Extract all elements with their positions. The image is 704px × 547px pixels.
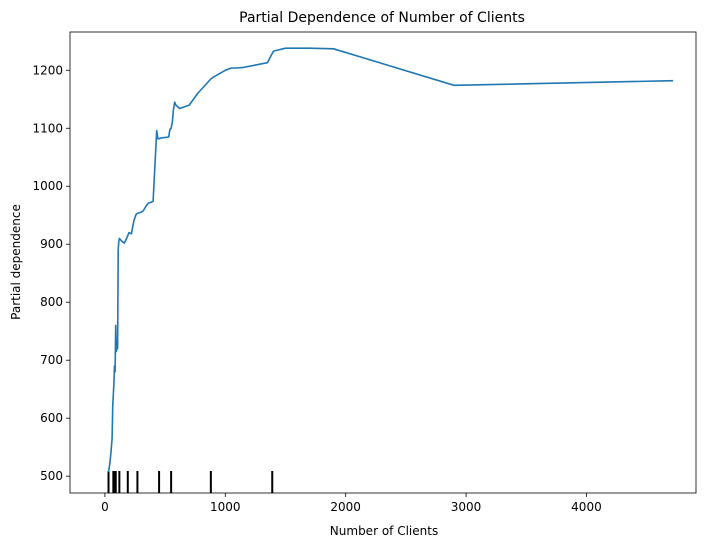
y-axis-label: Partial dependence	[9, 204, 23, 320]
x-axis: 0 1000 2000 3000 4000	[101, 493, 602, 514]
y-tick-label: 700	[40, 353, 63, 367]
y-tick-label: 600	[40, 411, 63, 425]
y-tick-label: 1200	[32, 63, 63, 77]
y-tick-label: 800	[40, 295, 63, 309]
y-tick-label: 1000	[32, 179, 63, 193]
y-axis: 500 600 700 800 900 1000 1100 1200	[32, 63, 70, 483]
x-axis-label: Number of Clients	[330, 524, 438, 538]
y-tick-label: 1100	[32, 121, 63, 135]
x-tick-label: 4000	[571, 500, 602, 514]
plot-area-frame	[69, 31, 697, 494]
x-tick-label: 2000	[330, 500, 361, 514]
chart-title: Partial Dependence of Number of Clients	[239, 10, 525, 26]
y-tick-label: 900	[40, 237, 63, 251]
y-tick-label: 500	[40, 469, 63, 483]
series-line-0	[107, 47, 674, 473]
x-tick-label: 0	[101, 500, 109, 514]
rug-marks	[107, 471, 274, 493]
series-group	[107, 47, 674, 473]
x-tick-label: 1000	[210, 500, 241, 514]
x-tick-label: 3000	[451, 500, 482, 514]
